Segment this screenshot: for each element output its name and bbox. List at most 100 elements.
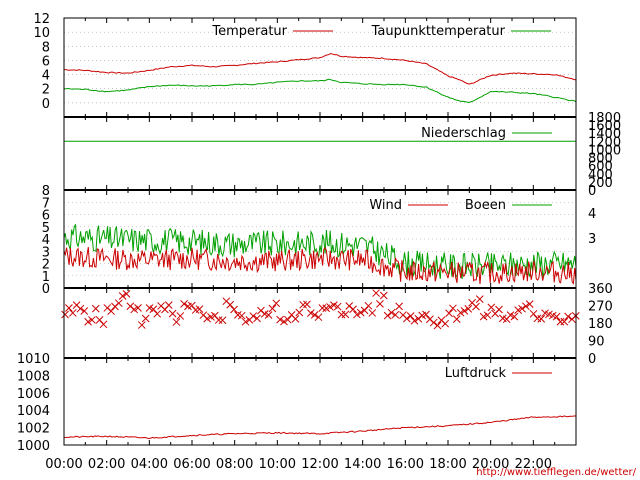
direction-marker [391, 310, 400, 319]
direction-marker [387, 308, 396, 317]
y-tick-label: 2 [42, 83, 50, 98]
direction-marker [410, 316, 419, 325]
direction-marker [268, 304, 277, 313]
direction-marker [168, 309, 177, 318]
y-tick-label-right: 90 [588, 335, 605, 350]
direction-marker [253, 314, 261, 323]
direction-marker [118, 292, 127, 300]
wind-line [63, 246, 577, 285]
y-tick-label-right: 4 [588, 207, 596, 222]
x-tick-label: 20:00 [472, 457, 509, 472]
direction-marker [80, 307, 89, 315]
direction-marker [230, 305, 238, 314]
y-tick-label: 1006 [17, 387, 50, 402]
y-tick-label: 12 [33, 12, 50, 27]
direction-marker [429, 318, 438, 327]
y-tick-label: 8 [42, 40, 50, 55]
direction-marker [510, 312, 519, 321]
direction-marker [76, 304, 85, 313]
legend-label: Luftdruck [445, 366, 507, 381]
y-tick-label: 6 [42, 54, 50, 69]
direction-marker [353, 310, 361, 319]
direction-marker [241, 317, 250, 326]
direction-marker [203, 314, 212, 323]
y-tick-label: 4 [42, 233, 50, 248]
y-tick-label: 3 [42, 245, 50, 260]
direction-marker [65, 304, 73, 312]
y-tick-label-right: 1200 [588, 135, 621, 150]
direction-marker [306, 309, 315, 317]
legend-label: Taupunkttemperatur [371, 24, 506, 39]
y-tick-label: 2 [42, 258, 50, 273]
direction-marker [406, 312, 415, 320]
pressure-line [63, 415, 577, 439]
dewpoint-line [63, 78, 577, 103]
gust-line [63, 224, 577, 280]
direction-marker [153, 309, 162, 318]
direction-marker [176, 312, 185, 320]
y-tick-label: 1000 [17, 439, 50, 454]
direction-marker [422, 310, 430, 319]
direction-marker [164, 301, 173, 309]
direction-marker [360, 306, 369, 315]
x-tick-label: 22:00 [515, 457, 552, 472]
direction-marker [237, 311, 246, 320]
direction-marker [449, 304, 457, 313]
direction-marker [537, 314, 546, 323]
x-tick-label: 04:00 [131, 457, 168, 472]
direction-marker [333, 302, 342, 311]
direction-marker [395, 302, 404, 311]
direction-marker [460, 306, 469, 315]
direction-marker [456, 308, 465, 317]
x-tick-label: 02:00 [88, 457, 125, 472]
y-tick-label-right: 360 [588, 282, 613, 297]
direction-marker [264, 311, 273, 319]
direction-marker [141, 314, 150, 323]
direction-marker [525, 300, 534, 308]
direction-marker [464, 305, 473, 313]
direction-marker [522, 302, 530, 311]
x-tick-label: 08:00 [216, 457, 253, 472]
direction-marker [172, 318, 181, 326]
legend-label: Niederschlag [421, 126, 506, 141]
direction-marker [218, 316, 227, 325]
direction-marker [291, 314, 300, 323]
y-tick-label-right: 400 [588, 168, 613, 183]
y-tick-label-right: 3 [588, 232, 596, 247]
y-tick-label-right: 600 [588, 160, 613, 175]
direction-marker [84, 317, 92, 326]
direction-marker [445, 309, 453, 318]
legend-label: Wind [369, 198, 402, 213]
direction-marker [276, 315, 284, 324]
direction-marker [472, 302, 480, 311]
y-tick-label-right: 180 [588, 317, 613, 332]
y-tick-label: 1 [42, 270, 50, 285]
x-tick-label: 10:00 [259, 457, 296, 472]
y-tick-label: 6 [42, 209, 50, 224]
y-tick-label: 0 [42, 97, 50, 112]
direction-marker [88, 316, 96, 324]
x-tick-label: 14:00 [344, 457, 381, 472]
direction-marker [68, 309, 77, 317]
direction-marker [114, 299, 123, 308]
direction-marker [180, 300, 188, 308]
direction-marker [195, 305, 204, 313]
direction-marker [326, 303, 334, 311]
direction-marker [483, 311, 492, 320]
direction-marker [249, 312, 258, 320]
source-url[interactable]: http://www.tiefflegen.de/wetter/ [476, 467, 636, 478]
x-tick-label: 00:00 [45, 457, 82, 472]
direction-marker [303, 300, 311, 309]
direction-marker [295, 308, 304, 317]
direction-marker [226, 300, 235, 309]
direction-marker [402, 314, 411, 323]
direction-marker [149, 305, 158, 314]
direction-marker [564, 312, 572, 321]
y-tick-label: 1008 [17, 369, 50, 384]
direction-marker [214, 316, 223, 324]
direction-marker [337, 310, 346, 319]
direction-marker [280, 317, 288, 326]
direction-marker [560, 317, 569, 326]
direction-marker [552, 312, 561, 321]
